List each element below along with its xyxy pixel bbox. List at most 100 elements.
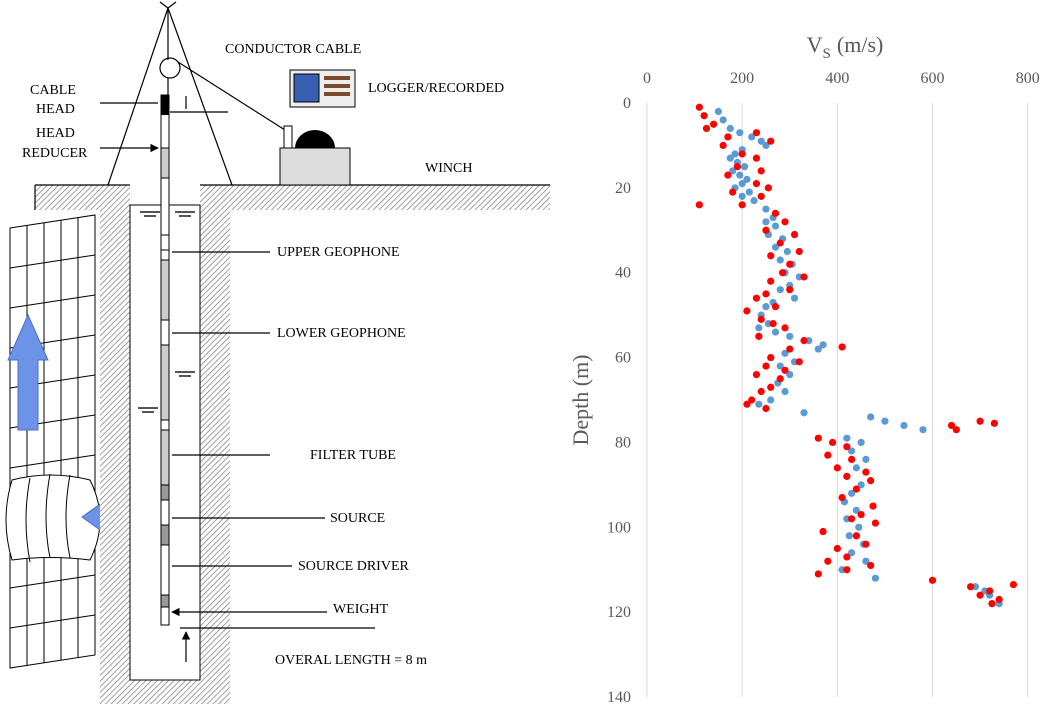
point: [857, 481, 865, 489]
point: [869, 502, 877, 510]
winch-drum: [295, 130, 335, 148]
point: [976, 591, 984, 599]
point: [843, 566, 851, 574]
point: [724, 171, 732, 179]
point: [848, 515, 856, 523]
winch: [279, 147, 351, 186]
point: [767, 383, 775, 391]
point: [767, 353, 775, 362]
point: [776, 239, 784, 247]
point: [990, 419, 998, 427]
length-mark: [170, 96, 228, 113]
point: [843, 443, 851, 451]
point: [988, 600, 996, 608]
point: [786, 370, 794, 379]
label: SOURCE DRIVER: [298, 559, 410, 574]
point: [731, 150, 739, 158]
point: [767, 252, 775, 260]
point: [867, 561, 875, 570]
point: [695, 103, 703, 111]
cable: [167, 61, 286, 131]
y-tick-label: 140: [607, 689, 631, 704]
point: [824, 557, 832, 565]
point: [738, 201, 746, 209]
x-axis-title-sub: S: [823, 46, 831, 62]
point: [776, 286, 784, 294]
probe-segment: [160, 594, 170, 608]
winch-post: [283, 125, 293, 149]
point: [800, 337, 808, 345]
point: [857, 438, 865, 447]
point: [771, 222, 780, 230]
point: [995, 595, 1003, 604]
label-arrow: [100, 102, 158, 148]
point: [769, 320, 777, 328]
point: [986, 587, 994, 595]
point: [771, 243, 780, 251]
point: [843, 472, 851, 480]
probe-segment: [160, 259, 170, 321]
point: [762, 290, 770, 298]
point: [976, 417, 984, 425]
x-tick-label: 600: [921, 70, 945, 87]
point: [714, 107, 722, 116]
point: [745, 188, 753, 196]
point: [795, 247, 803, 256]
point: [736, 129, 744, 137]
point: [871, 519, 880, 527]
point: [871, 574, 880, 582]
point: [814, 434, 822, 442]
probe-segment: [160, 234, 170, 251]
y-tick-label: 120: [607, 604, 631, 621]
point: [857, 510, 865, 519]
point: [952, 426, 960, 434]
point: [762, 141, 770, 150]
point: [786, 332, 794, 340]
point: [776, 362, 784, 370]
label: WINCH: [425, 161, 472, 176]
logger-knobs: [324, 76, 350, 96]
point: [781, 324, 789, 332]
wall-right: [200, 185, 230, 704]
label: SOURCE: [330, 511, 385, 526]
probe-segment: [160, 484, 170, 501]
point: [790, 230, 799, 239]
logger-screen: [293, 73, 320, 103]
x-tick-label: 200: [730, 70, 754, 87]
point: [736, 171, 744, 179]
point: [719, 141, 727, 150]
point: [867, 477, 875, 485]
point: [838, 343, 846, 351]
point: [719, 116, 727, 124]
point: [781, 218, 789, 226]
point: [833, 544, 841, 553]
point: [757, 387, 765, 396]
borehole-diagram: CONDUCTOR CABLE LOGGER/RECORDED CABLE HE…: [5, 1, 550, 704]
point: [852, 464, 860, 472]
point: [838, 493, 846, 502]
point: [762, 218, 770, 226]
point: [795, 358, 803, 366]
y-tick-label: 60: [615, 350, 631, 367]
y-tick-label: 100: [607, 519, 631, 536]
ground-right: [200, 185, 550, 210]
y-tick-label: 20: [615, 180, 631, 197]
point: [786, 345, 794, 353]
point: [767, 277, 775, 285]
point: [867, 413, 875, 421]
x-axis-title: VS (m/s): [807, 32, 884, 62]
point: [843, 434, 851, 442]
point: [919, 426, 927, 434]
wall-left: [100, 185, 130, 704]
label: WEIGHT: [333, 602, 389, 617]
point: [824, 451, 832, 459]
x-tick-label: 800: [1016, 70, 1040, 87]
point: [762, 362, 770, 370]
point: [738, 180, 746, 188]
point: [828, 438, 837, 447]
point: [755, 324, 763, 332]
point: [757, 315, 765, 323]
probe-segment: [160, 147, 170, 179]
point: [833, 464, 841, 472]
x-tick-label: 400: [825, 70, 849, 87]
